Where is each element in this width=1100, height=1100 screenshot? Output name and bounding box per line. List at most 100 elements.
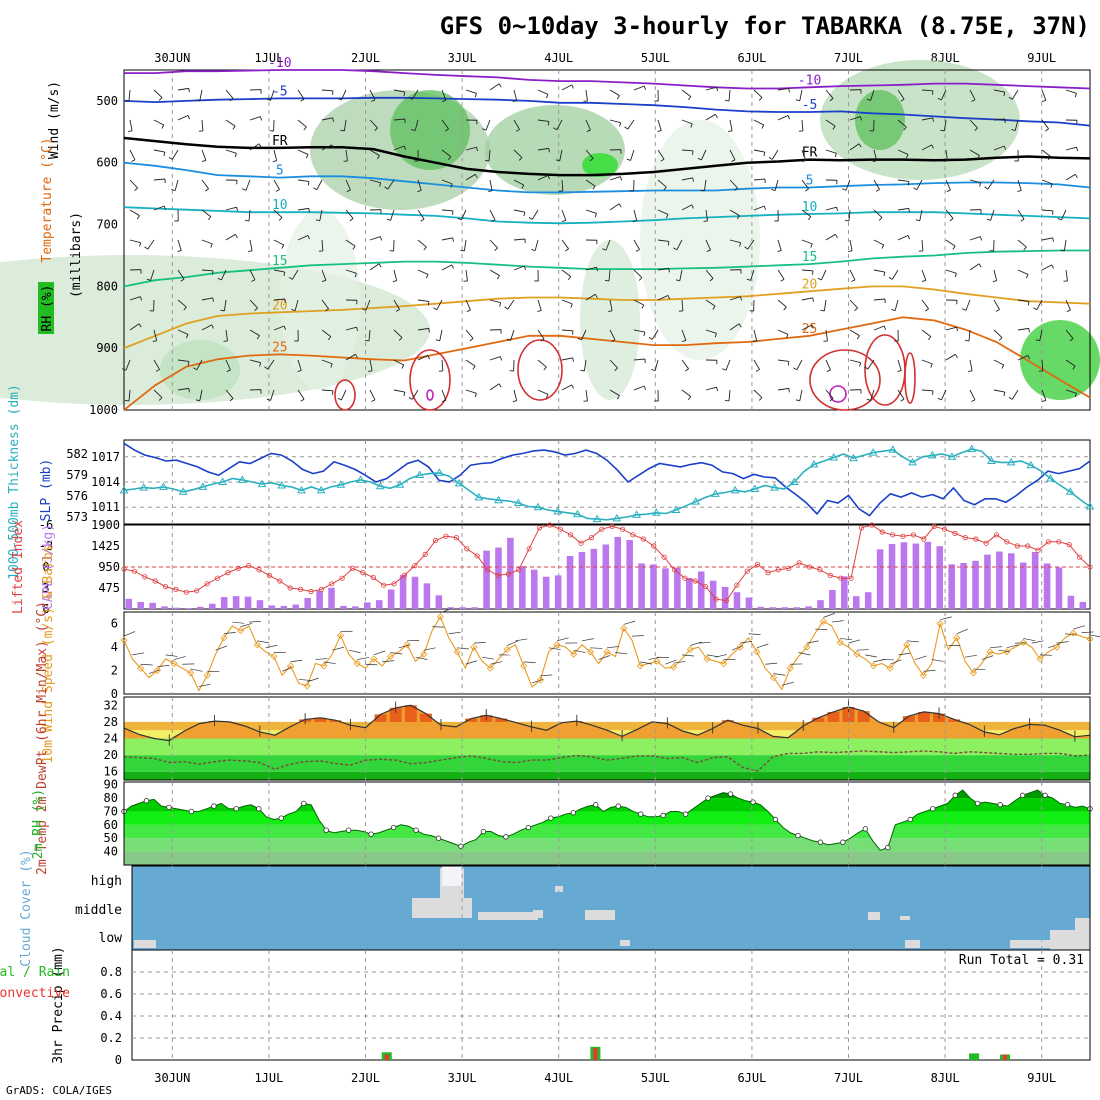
li-marker (308, 588, 314, 595)
wind-barb (273, 269, 285, 273)
wind-barb-flag (626, 158, 631, 161)
cape-bar (817, 600, 824, 609)
rh-tick: 50 (104, 831, 118, 845)
wind-barb (417, 299, 429, 302)
wind-barb (249, 359, 261, 364)
date-label-bottom: 5JUL (641, 1071, 670, 1085)
wind-barb-flag (205, 188, 209, 192)
li-marker (983, 540, 989, 546)
wind-barb (387, 179, 395, 190)
wind-barb (417, 239, 427, 248)
wind-barb (150, 269, 155, 281)
wind-barb (1036, 299, 1043, 310)
date-label-top: 1JUL (254, 51, 283, 65)
rh-marker (930, 806, 936, 812)
wind-barb (561, 269, 572, 277)
wind-barb-flag (771, 189, 776, 192)
wind-barb (128, 89, 131, 101)
wind-barb (249, 329, 260, 336)
wind10-marker (220, 634, 228, 642)
wind-barb-flag (131, 159, 136, 162)
isotherm-label: -10 (268, 56, 291, 71)
wind10-marker (153, 667, 161, 675)
wind-barb-flag (807, 216, 812, 221)
wind-barb (441, 389, 447, 401)
wind-barb (221, 269, 227, 281)
wind10-marker (1053, 643, 1061, 651)
thickness-tick: 573 (66, 510, 88, 524)
wind-barb (823, 299, 827, 311)
wind10-marker (686, 645, 694, 654)
wind-barb-flag (417, 190, 422, 193)
li-marker (142, 574, 148, 580)
wind-barb (537, 175, 549, 181)
wind-barb-flag (491, 219, 496, 222)
wind10-marker (270, 652, 278, 661)
wind10-barb (298, 679, 311, 681)
wind-barb (1065, 359, 1076, 367)
wind-barb-flag (300, 398, 305, 402)
rh-marker (188, 808, 195, 815)
wind-barb (993, 145, 1005, 151)
wind-barb (297, 89, 305, 100)
cloud-block (620, 940, 630, 946)
isotherm-label: -10 (798, 73, 821, 88)
wind-barb-flag (728, 130, 733, 132)
wind-barb-flag (537, 310, 542, 313)
thickness-marker (553, 506, 563, 515)
temp-contour (809, 349, 881, 411)
wind-barb (921, 239, 924, 252)
wind-barb (799, 389, 803, 401)
li-marker (318, 586, 324, 593)
li-marker (1087, 564, 1093, 570)
wind-barb-flag (138, 323, 142, 328)
li-marker (692, 578, 698, 584)
wind-barb (341, 389, 347, 401)
wind-barb (1041, 389, 1047, 401)
wind-barb (825, 329, 828, 341)
wind-barb (201, 239, 213, 245)
wind-barb-flag (571, 84, 574, 89)
wind-barb (969, 179, 981, 184)
thickness-marker (1026, 460, 1036, 469)
wind-barb (1041, 149, 1052, 157)
thickness-marker (513, 498, 523, 506)
wind-barb (681, 149, 694, 152)
thickness-tick: 582 (66, 447, 88, 461)
wind10-barb (1089, 634, 1100, 638)
wind-barb (941, 89, 947, 101)
rh-marker (727, 791, 734, 797)
wind10-marker (303, 682, 311, 690)
cape-bar (1055, 567, 1063, 609)
wind-barb (681, 299, 684, 312)
isotherm-label: 25 (802, 322, 818, 337)
rh-shade (485, 105, 625, 195)
wind-barb (225, 206, 237, 211)
wind-barb-flag (283, 271, 286, 277)
wind10-barb (640, 661, 653, 665)
wind-barb-flag (1041, 399, 1047, 403)
wind10-marker (1036, 655, 1044, 663)
temp-hot-fill (812, 717, 825, 722)
wind-barb (393, 118, 405, 121)
temp-tick: 24 (104, 732, 118, 746)
wind-barb (777, 387, 789, 391)
wind-barb (345, 269, 357, 274)
cape-bar (864, 592, 872, 609)
wind-barb-flag (716, 87, 718, 92)
wind10-marker (986, 648, 994, 656)
wind10-barb (123, 631, 136, 637)
wind-barb-flag (152, 340, 157, 342)
temp-band (124, 738, 1090, 756)
wind-barb (676, 239, 683, 250)
wind-barb-flag (207, 216, 212, 221)
temp-hot-fill (329, 720, 342, 722)
wind-barb (153, 119, 164, 126)
date-label-bottom: 4JUL (544, 1071, 573, 1085)
wind-barb (729, 119, 733, 131)
cloud-block (1010, 940, 1060, 948)
wind-barb (489, 179, 493, 191)
wind10-barb (931, 659, 944, 662)
wind-barb (609, 359, 618, 369)
wind-barb (585, 89, 588, 101)
